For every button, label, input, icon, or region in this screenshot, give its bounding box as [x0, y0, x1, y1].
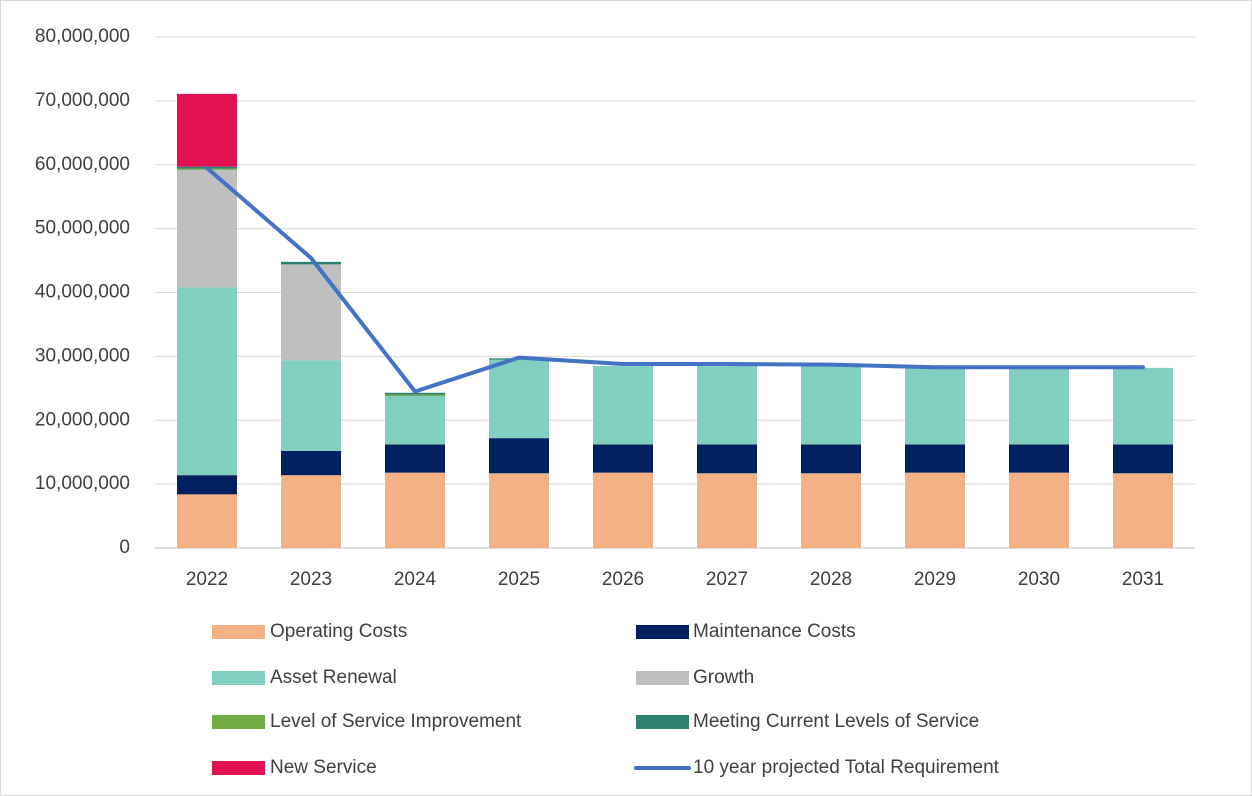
y-tick-label: 0: [119, 537, 130, 558]
x-tick-label: 2029: [914, 569, 956, 590]
bar-segment: [697, 365, 757, 445]
bar-segment: [1009, 444, 1069, 473]
bar-segment: [801, 444, 861, 474]
bar-segment: [905, 367, 965, 445]
bar-segment: [905, 444, 965, 473]
bar-segment: [385, 392, 445, 395]
legend-swatch: [212, 715, 265, 729]
legend-swatch: [212, 671, 265, 685]
x-tick-label: 2026: [602, 569, 644, 590]
y-tick-label: 70,000,000: [35, 90, 130, 111]
bar-segment: [801, 473, 861, 548]
bar-segment: [801, 365, 861, 445]
bar-segment: [593, 472, 653, 548]
x-tick-label: 2025: [498, 569, 540, 590]
y-tick-label: 80,000,000: [35, 26, 130, 47]
bar-segment: [489, 473, 549, 548]
bar-segment: [177, 169, 237, 288]
bar-segment: [385, 472, 445, 548]
bar-segment: [1009, 367, 1069, 445]
bar-segment: [697, 473, 757, 548]
y-tick-label: 30,000,000: [35, 345, 130, 366]
legend-swatch: [636, 625, 689, 639]
bar-segment: [489, 438, 549, 474]
y-tick-label: 40,000,000: [35, 282, 130, 303]
legend-label: Level of Service Improvement: [270, 711, 522, 732]
bar-segment: [281, 475, 341, 548]
x-tick-label: 2028: [810, 569, 852, 590]
x-tick-label: 2027: [706, 569, 748, 590]
x-tick-label: 2030: [1018, 569, 1060, 590]
y-tick-label: 60,000,000: [35, 154, 130, 175]
bar-segment: [1113, 473, 1173, 548]
bar-segment: [1113, 444, 1173, 474]
bar-segment: [177, 287, 237, 476]
bar-segment: [385, 395, 445, 445]
bar-segment: [1009, 472, 1069, 548]
bar-segment: [177, 93, 237, 167]
bar-segment: [593, 444, 653, 473]
x-tick-label: 2023: [290, 569, 332, 590]
bar-segment: [177, 494, 237, 548]
bar-segment: [281, 450, 341, 476]
bar-segment: [177, 475, 237, 495]
legend-swatch: [212, 625, 265, 639]
x-tick-label: 2024: [394, 569, 437, 590]
y-tick-label: 10,000,000: [35, 473, 130, 494]
legend-label: Asset Renewal: [270, 667, 397, 688]
x-tick-label: 2022: [186, 569, 228, 590]
bar-segment: [281, 360, 341, 451]
legend-label: Operating Costs: [270, 621, 407, 642]
x-tick-label: 2031: [1122, 569, 1164, 590]
bar-segment: [385, 444, 445, 473]
bar-segment: [281, 261, 341, 265]
line-series: [205, 165, 1145, 394]
legend-swatch: [636, 715, 689, 729]
legend-swatch: [212, 761, 265, 775]
legend-label: Maintenance Costs: [693, 621, 856, 642]
legend-label: Meeting Current Levels of Service: [693, 711, 979, 732]
legend-swatch: [636, 671, 689, 685]
bar-segment: [697, 444, 757, 474]
bar-segment: [905, 472, 965, 548]
y-tick-label: 20,000,000: [35, 409, 130, 430]
legend-label: 10 year projected Total Requirement: [693, 757, 1000, 778]
legend-label: New Service: [270, 757, 377, 778]
bar-segment: [489, 359, 549, 439]
legend-label: Growth: [693, 667, 754, 688]
bar-segment: [593, 365, 653, 445]
bar-segment: [1113, 367, 1173, 445]
bar-segment: [281, 264, 341, 361]
bar-segment: [385, 394, 445, 396]
y-tick-label: 50,000,000: [35, 218, 130, 239]
